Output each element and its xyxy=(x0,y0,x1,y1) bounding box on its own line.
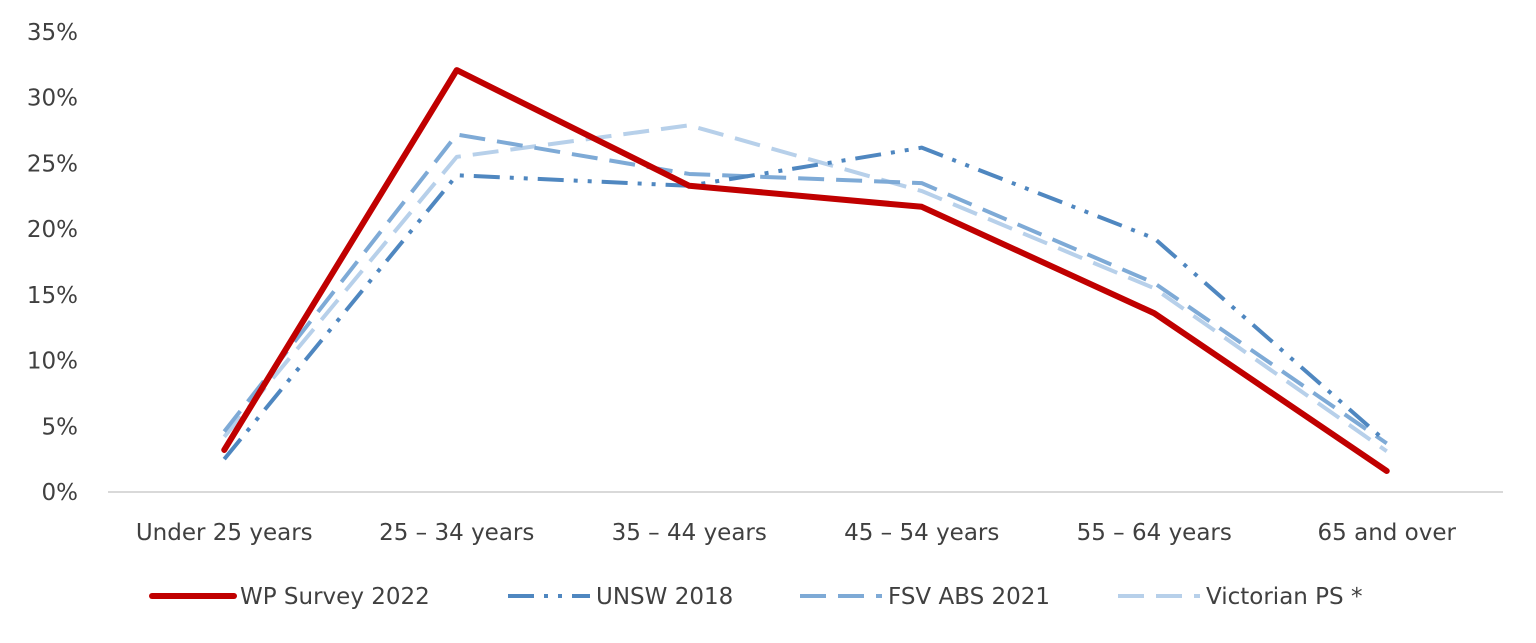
axis-layer: 0% 5% 10% 15% 20% 25% 30% 35% Under 25 years 25 –… xyxy=(27,20,1503,546)
series-layer xyxy=(221,67,1390,474)
x-tick-label: 65 and over xyxy=(1318,520,1457,546)
y-tick-label: 20% xyxy=(27,217,78,243)
series-line-wp-survey-2022 xyxy=(221,67,1390,474)
legend-label: FSV ABS 2021 xyxy=(888,584,1050,610)
legend-label: WP Survey 2022 xyxy=(240,584,430,610)
y-tick-label: 30% xyxy=(27,86,78,112)
legend-label: UNSW 2018 xyxy=(596,584,733,610)
y-tick-label: 15% xyxy=(27,283,78,309)
y-tick-label: 25% xyxy=(27,151,78,177)
legend: WP Survey 2022 UNSW 2018 FSV ABS 2021 Victo… xyxy=(149,584,1362,610)
y-tick-label: 5% xyxy=(42,414,79,440)
x-tick-label: Under 25 years xyxy=(136,520,313,546)
y-tick-label: 0% xyxy=(42,480,79,506)
x-tick-label: 25 – 34 years xyxy=(379,520,534,546)
x-tick-label: 35 – 44 years xyxy=(612,520,767,546)
y-tick-label: 35% xyxy=(27,20,78,46)
x-tick-label: 45 – 54 years xyxy=(844,520,999,546)
x-tick-label: 55 – 64 years xyxy=(1077,520,1232,546)
legend-label: Victorian PS * xyxy=(1206,584,1362,610)
series-line-fsv-abs-2021 xyxy=(222,132,1388,446)
series-line-unsw-2018 xyxy=(222,145,1389,461)
y-tick-label: 10% xyxy=(27,349,78,375)
